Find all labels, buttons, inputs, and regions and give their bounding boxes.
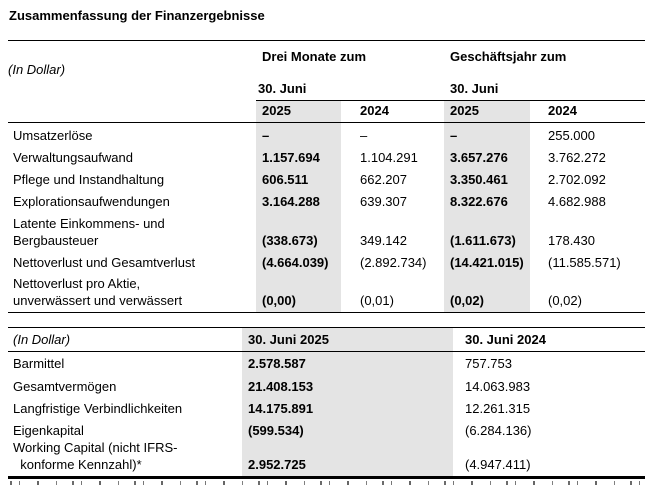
year-header-q-2025: 2025 [256, 101, 341, 123]
cell-value: 662.207 [360, 172, 407, 187]
clipped-footnote-strip [10, 481, 643, 485]
cell-value: 3.164.288 [256, 191, 341, 213]
cell-value: 178.430 [548, 233, 595, 248]
cell-value: (0,01) [341, 274, 444, 313]
row-label: Verwaltungsaufwand [13, 150, 133, 165]
cell-value: 3.657.276 [444, 147, 530, 169]
cell-value: 2.702.092 [548, 172, 606, 187]
row-label: Explorationsaufwendungen [13, 194, 170, 209]
cell-value: (0,00) [256, 274, 341, 313]
cell-value: 14.175.891 [242, 398, 453, 420]
year-header-q-2024: 2024 [341, 101, 444, 123]
table-balance-summary: (In Dollar) 30. Juni 2025 30. Juni 2024 … [8, 327, 645, 479]
cell-value: (0,02) [530, 274, 645, 313]
cell-value: (338.673) [256, 213, 341, 252]
cell-value: 12.261.315 [465, 401, 531, 416]
table-results-summary: (In Dollar) Drei Monate zum Geschäftsjah… [8, 40, 645, 313]
row-label: Nettoverlust pro Aktie, unverwässert und… [8, 274, 256, 313]
row-label: Langfristige Verbindlichkeiten [13, 401, 183, 416]
cell-value: 349.142 [360, 233, 407, 248]
cell-value: (4.947.411) [465, 457, 531, 472]
cell-value: (11.585.571) [548, 255, 621, 270]
cell-value: 4.682.988 [548, 194, 606, 209]
cell-value: 2.952.725 [242, 442, 453, 476]
page-title: Zusammenfassung der Finanzergebnisse [9, 8, 265, 23]
unit-label: (In Dollar) [8, 62, 66, 77]
column-group-three-months: Drei Monate zum [262, 49, 367, 64]
row-label: Gesamtvermögen [13, 379, 117, 394]
cell-value: (6.284.136) [465, 423, 532, 438]
cell-value: (1.611.673) [444, 213, 530, 252]
cell-value: – [360, 128, 368, 143]
date-subheader-three-months: 30. Juni [258, 81, 307, 96]
column-header-30-juni-2025: 30. Juni 2025 [242, 328, 453, 352]
row-label: Working Capital (nicht IFRS- konforme Ke… [13, 442, 178, 472]
row-label: Umsatzerlöse [13, 128, 93, 143]
year-header-fy-2024: 2024 [530, 101, 645, 123]
row-label: Latente Einkommens- und Bergbausteuer [13, 216, 165, 248]
cell-value: 606.511 [256, 169, 341, 191]
row-label: Nettoverlust und Gesamtverlust [13, 255, 196, 270]
row-label: Pflege und Instandhaltung [13, 172, 165, 187]
cell-value: 757.753 [465, 356, 512, 371]
cell-value: 255.000 [548, 128, 595, 143]
cell-value: 639.307 [360, 194, 407, 209]
row-label: Barmittel [13, 356, 65, 371]
cell-value: (0,02) [444, 274, 530, 313]
unit-label: (In Dollar) [8, 328, 242, 352]
cell-value: (2.892.734) [360, 255, 427, 270]
cell-value: 1.157.694 [256, 147, 341, 169]
cell-value: 2.578.587 [242, 352, 453, 375]
date-subheader-row: 30. Juni 30. Juni [256, 81, 645, 101]
cell-value: 3.762.272 [548, 150, 606, 165]
cell-value: 14.063.983 [465, 379, 531, 394]
cell-value: (599.534) [242, 420, 453, 442]
cell-value: 3.350.461 [444, 169, 530, 191]
column-group-fiscal-year: Geschäftsjahr zum [450, 49, 567, 64]
cell-value: 21.408.153 [242, 375, 453, 398]
cell-value: 1.104.291 [360, 150, 418, 165]
year-header-spacer [8, 101, 256, 123]
row-label: Eigenkapital [13, 423, 84, 438]
date-subheader-fiscal-year: 30. Juni [450, 81, 499, 96]
column-header-30-juni-2024: 30. Juni 2024 [453, 328, 645, 352]
cell-value: (4.664.039) [256, 252, 341, 274]
cell-value: (14.421.015) [444, 252, 530, 274]
cell-value: – [256, 123, 341, 147]
cell-value: – [444, 123, 530, 147]
cell-value: 8.322.676 [444, 191, 530, 213]
year-header-fy-2025: 2025 [444, 101, 530, 123]
